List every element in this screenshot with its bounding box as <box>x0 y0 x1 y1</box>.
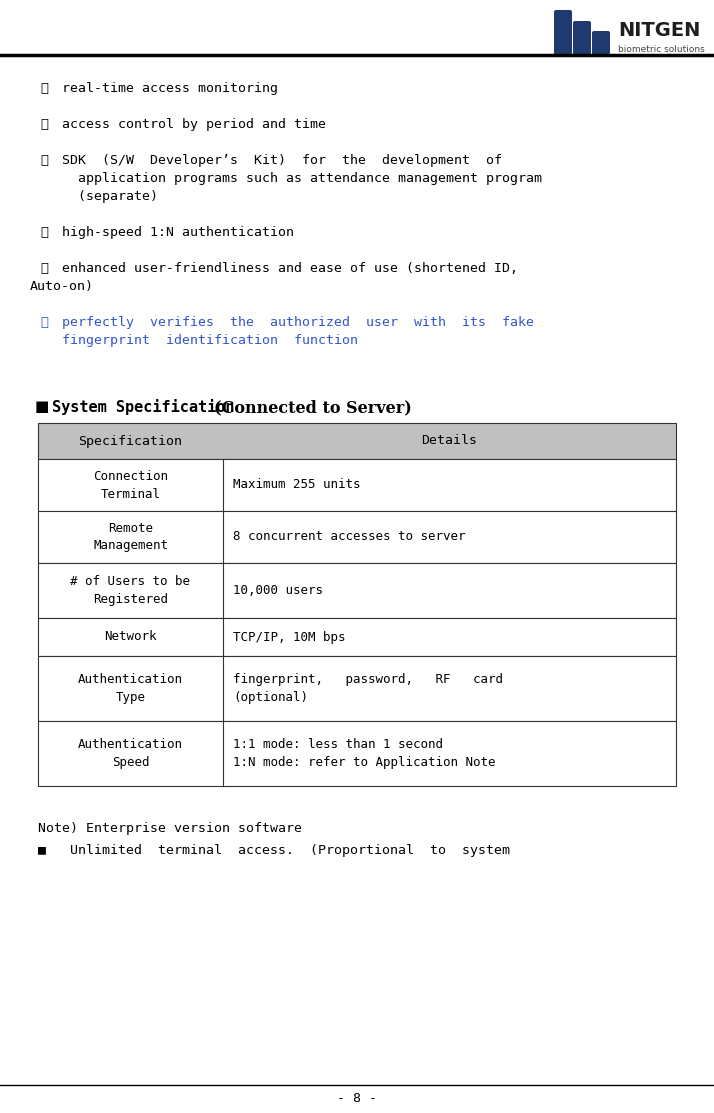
Text: TCP/IP, 10M bps: TCP/IP, 10M bps <box>233 630 346 643</box>
Text: ■   Unlimited  terminal  access.  (Proportional  to  system: ■ Unlimited terminal access. (Proportion… <box>38 844 510 857</box>
Bar <box>38 423 676 459</box>
Text: real-time access monitoring: real-time access monitoring <box>62 82 278 95</box>
Text: Authentication
Type: Authentication Type <box>78 673 183 705</box>
Bar <box>38 563 676 618</box>
Text: ⑨: ⑨ <box>40 154 48 167</box>
Text: ⑪: ⑪ <box>40 262 48 275</box>
Text: application programs such as attendance management program: application programs such as attendance … <box>62 173 542 185</box>
Text: ⑦: ⑦ <box>40 82 48 95</box>
Text: biometric solutions: biometric solutions <box>618 46 705 55</box>
Text: Connection
Terminal: Connection Terminal <box>93 470 168 501</box>
Text: fingerprint,   password,   RF   card
(optional): fingerprint, password, RF card (optional… <box>233 673 503 705</box>
Text: ⑩: ⑩ <box>40 226 48 239</box>
Bar <box>38 656 676 721</box>
Text: Network: Network <box>104 630 157 643</box>
Text: Maximum 255 units: Maximum 255 units <box>233 479 361 492</box>
Text: 10,000 users: 10,000 users <box>233 584 323 597</box>
Bar <box>38 721 676 786</box>
Bar <box>38 511 676 563</box>
Text: ■: ■ <box>35 398 49 414</box>
Text: System Specification: System Specification <box>52 398 243 415</box>
Text: Details: Details <box>421 434 478 447</box>
Text: # of Users to be
Registered: # of Users to be Registered <box>71 575 191 605</box>
Text: fingerprint  identification  function: fingerprint identification function <box>62 334 358 347</box>
Text: ⑧: ⑧ <box>40 118 48 131</box>
Bar <box>38 459 676 511</box>
Text: 8 concurrent accesses to server: 8 concurrent accesses to server <box>233 531 466 543</box>
FancyBboxPatch shape <box>592 31 610 57</box>
Text: ⑫: ⑫ <box>40 316 48 329</box>
FancyBboxPatch shape <box>573 21 591 57</box>
Bar <box>38 618 676 656</box>
Text: perfectly  verifies  the  authorized  user  with  its  fake: perfectly verifies the authorized user w… <box>62 316 534 329</box>
Text: Authentication
Speed: Authentication Speed <box>78 738 183 769</box>
Text: high-speed 1:N authentication: high-speed 1:N authentication <box>62 226 294 239</box>
Text: access control by period and time: access control by period and time <box>62 118 326 131</box>
Text: Auto-on): Auto-on) <box>30 280 94 293</box>
Text: Specification: Specification <box>79 434 183 447</box>
Text: NITGEN: NITGEN <box>618 20 700 39</box>
Text: (separate): (separate) <box>62 190 158 203</box>
FancyBboxPatch shape <box>554 10 572 57</box>
Text: Note) Enterprise version software: Note) Enterprise version software <box>38 823 302 835</box>
Text: (Connected to Server): (Connected to Server) <box>214 398 412 416</box>
Text: Remote
Management: Remote Management <box>93 522 168 552</box>
Text: SDK  (S/W  Developer’s  Kit)  for  the  development  of: SDK (S/W Developer’s Kit) for the develo… <box>62 154 502 167</box>
Text: 1:1 mode: less than 1 second
1:N mode: refer to Application Note: 1:1 mode: less than 1 second 1:N mode: r… <box>233 738 496 769</box>
Text: enhanced user-friendliness and ease of use (shortened ID,: enhanced user-friendliness and ease of u… <box>62 262 518 275</box>
Text: - 8 -: - 8 - <box>337 1092 377 1104</box>
